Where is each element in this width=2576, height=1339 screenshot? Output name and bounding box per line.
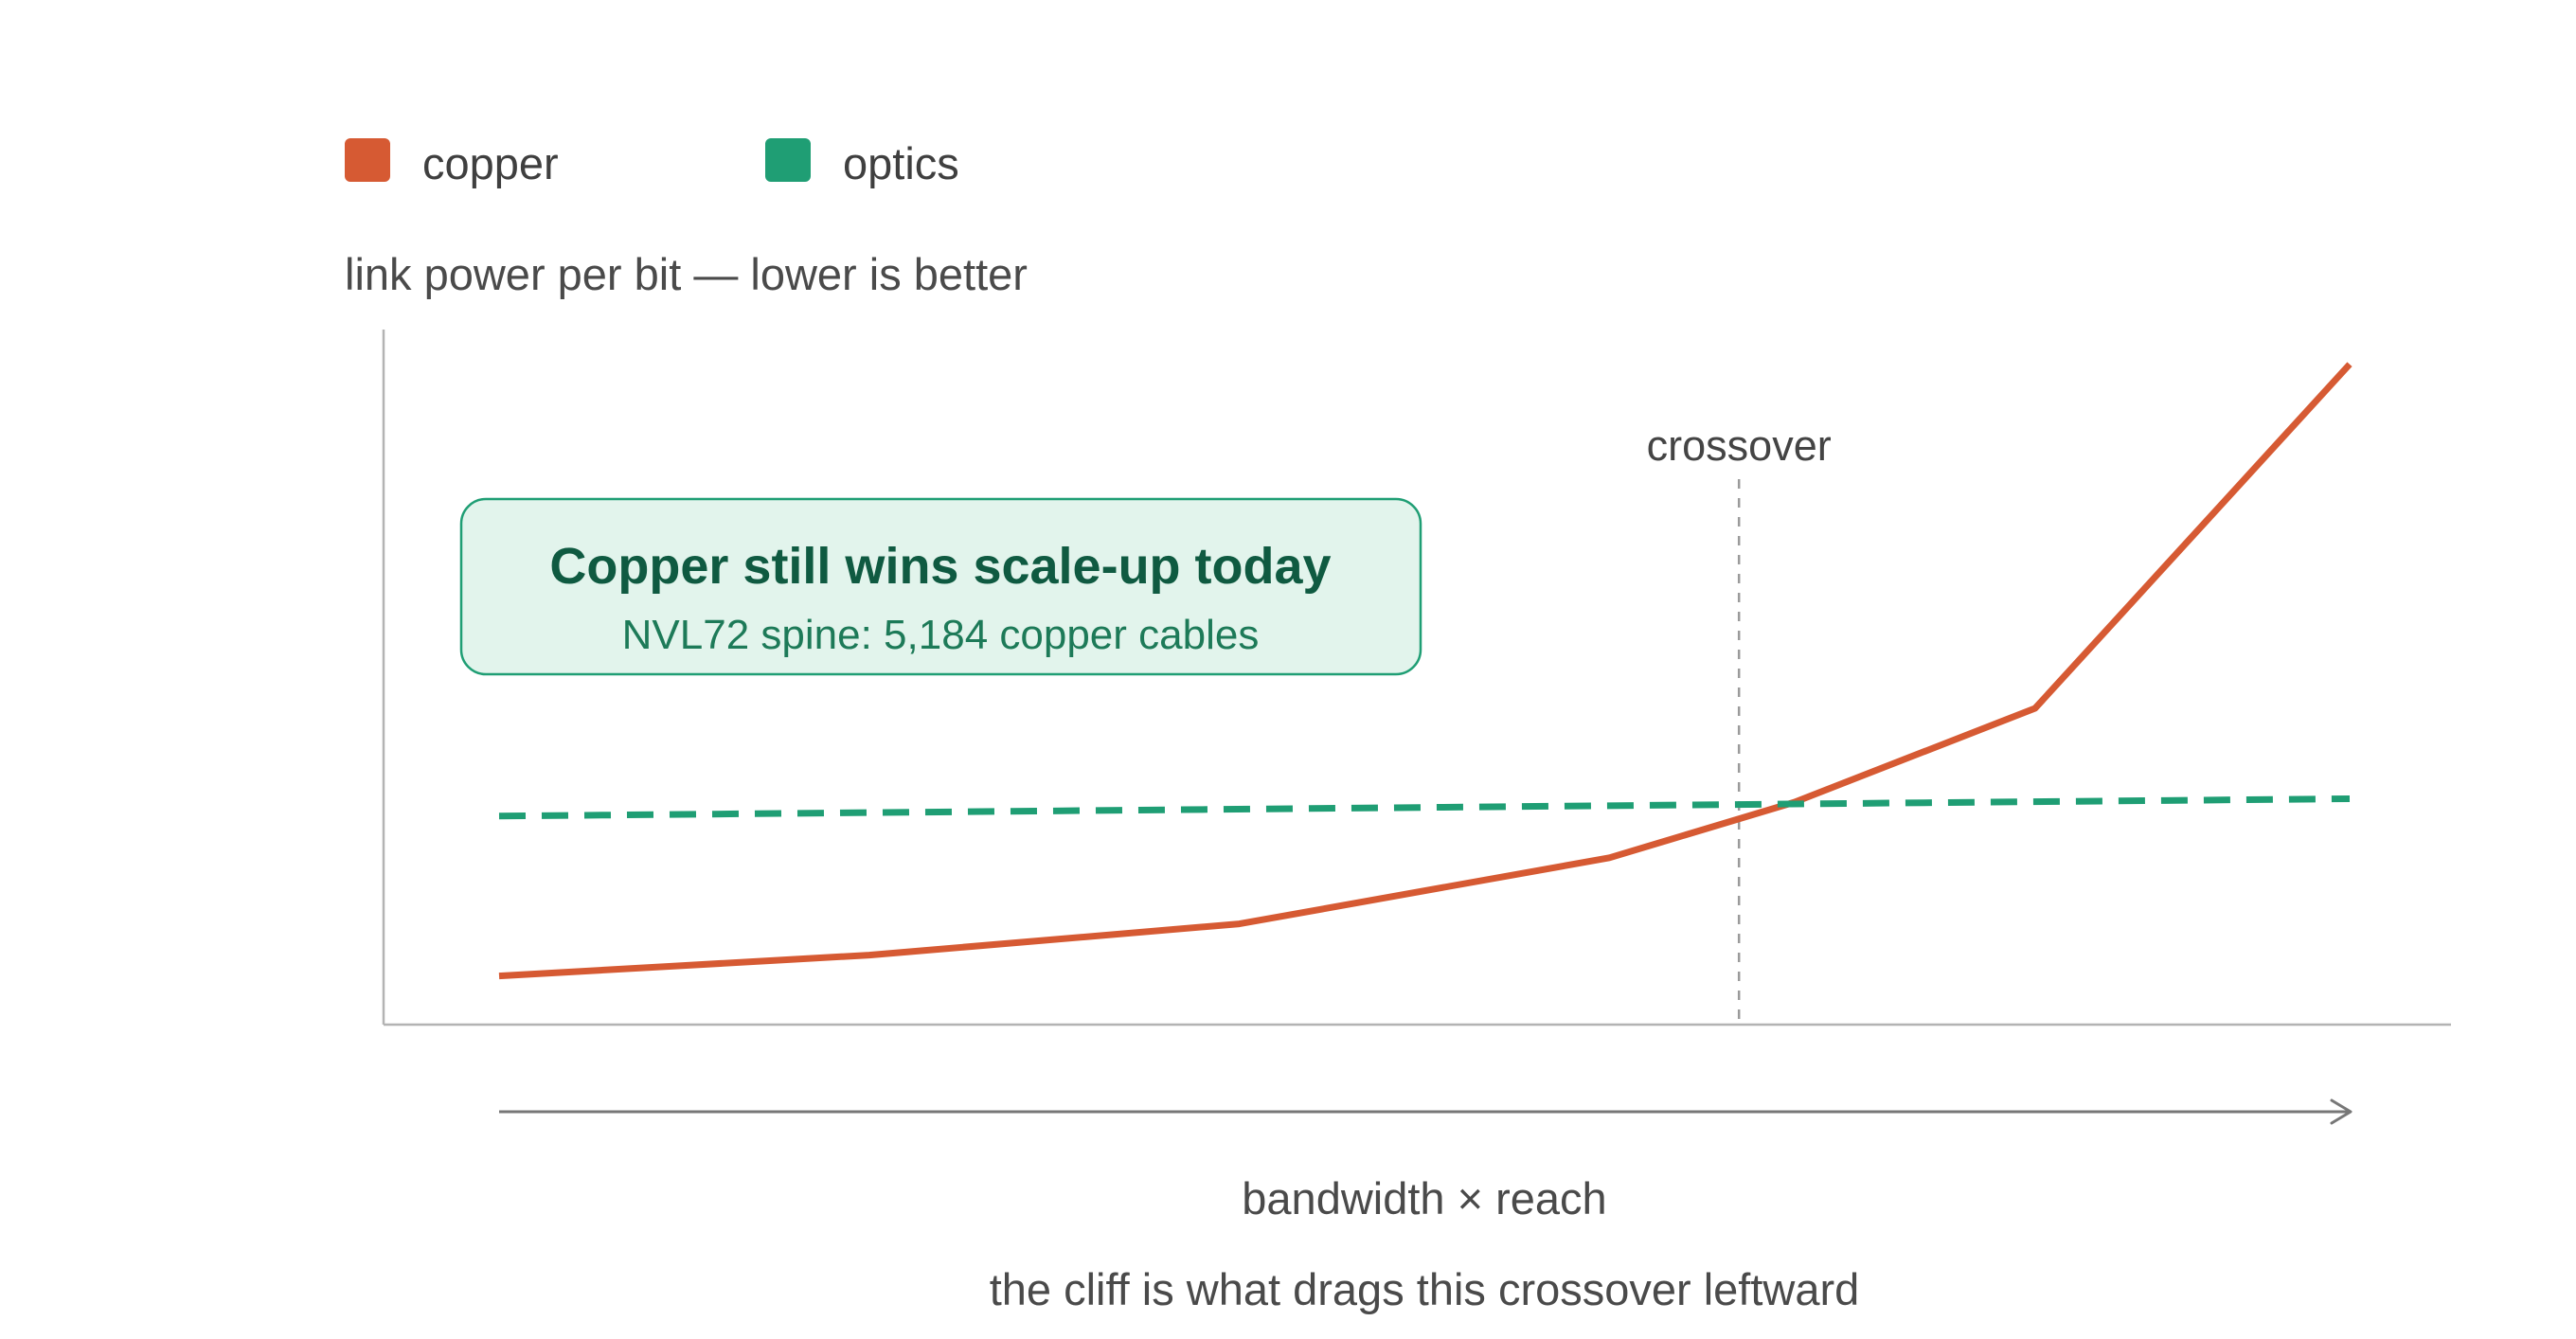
legend-swatch-copper [345, 138, 390, 182]
callout: Copper still wins scale-up today NVL72 s… [459, 497, 1422, 676]
callout-title: Copper still wins scale-up today [549, 538, 1331, 595]
callout-box [459, 497, 1422, 676]
callout-subtitle: NVL72 spine: 5,184 copper cables [622, 612, 1260, 658]
legend-swatch-optics [765, 138, 811, 182]
series-line-copper [498, 362, 2352, 980]
x-arrow-head [2330, 1098, 2352, 1125]
x-axis-label: bandwidth × reach [1242, 1173, 1606, 1223]
legend: copper optics [345, 138, 959, 188]
x-direction-arrow [499, 1098, 2352, 1125]
crossover-label: crossover [1647, 421, 1832, 470]
legend-label-copper: copper [422, 138, 559, 188]
legend-label-optics: optics [843, 138, 959, 188]
y-axis-label: link power per bit — lower is better [345, 249, 1028, 299]
series-line-optics [498, 795, 2351, 820]
footnote: the cliff is what drags this crossover l… [990, 1264, 1860, 1314]
